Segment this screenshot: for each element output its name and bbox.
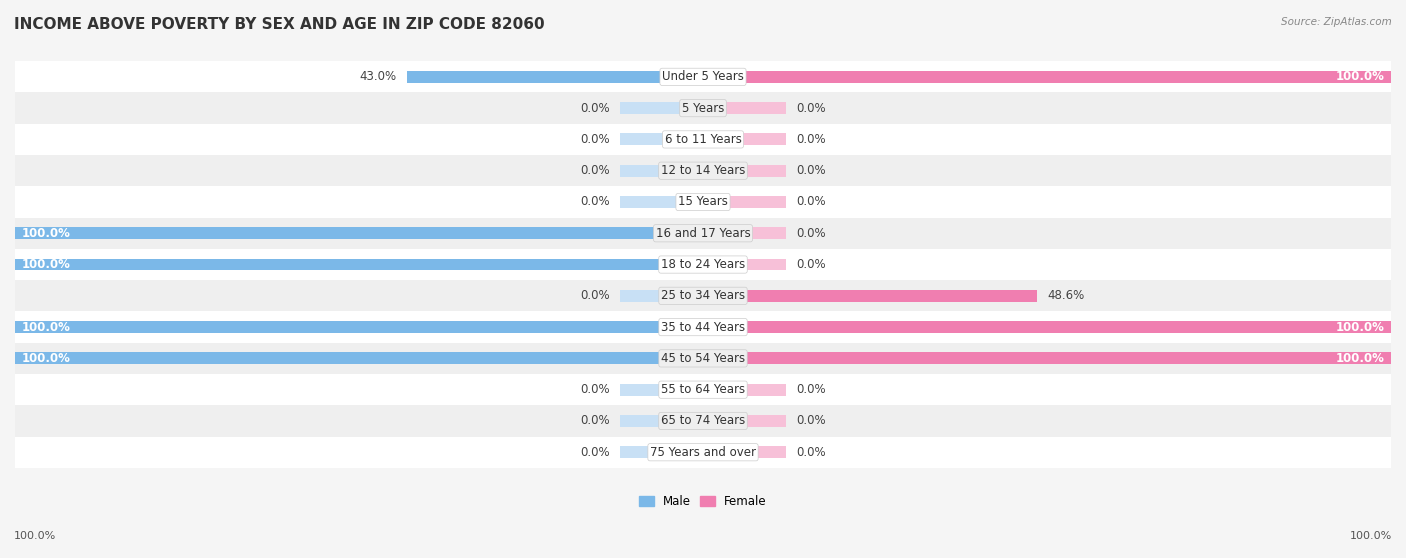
- Text: 5 Years: 5 Years: [682, 102, 724, 114]
- Text: 0.0%: 0.0%: [796, 383, 825, 396]
- Bar: [703, 71, 1391, 83]
- Bar: [15, 280, 1391, 311]
- Bar: [620, 71, 703, 83]
- Bar: [15, 186, 1391, 218]
- Bar: [620, 384, 703, 396]
- Bar: [620, 133, 703, 145]
- Bar: [620, 415, 703, 427]
- Bar: [15, 227, 703, 239]
- Text: 100.0%: 100.0%: [1336, 352, 1384, 365]
- Text: 0.0%: 0.0%: [581, 415, 610, 427]
- Text: INCOME ABOVE POVERTY BY SEX AND AGE IN ZIP CODE 82060: INCOME ABOVE POVERTY BY SEX AND AGE IN Z…: [14, 17, 544, 32]
- Bar: [620, 353, 703, 364]
- Bar: [620, 196, 703, 208]
- Text: 100.0%: 100.0%: [1336, 321, 1384, 334]
- Text: 0.0%: 0.0%: [796, 415, 825, 427]
- Bar: [15, 61, 1391, 93]
- Bar: [620, 446, 703, 458]
- Bar: [703, 321, 1391, 333]
- Bar: [703, 133, 786, 145]
- Text: 100.0%: 100.0%: [22, 321, 70, 334]
- Bar: [15, 249, 1391, 280]
- Bar: [703, 384, 786, 396]
- Text: 0.0%: 0.0%: [581, 195, 610, 209]
- Bar: [620, 290, 703, 302]
- Text: 0.0%: 0.0%: [796, 258, 825, 271]
- Text: 65 to 74 Years: 65 to 74 Years: [661, 415, 745, 427]
- Bar: [15, 124, 1391, 155]
- Text: 45 to 54 Years: 45 to 54 Years: [661, 352, 745, 365]
- Text: 12 to 14 Years: 12 to 14 Years: [661, 164, 745, 177]
- Text: 25 to 34 Years: 25 to 34 Years: [661, 290, 745, 302]
- Text: 100.0%: 100.0%: [14, 531, 56, 541]
- Bar: [703, 415, 786, 427]
- Bar: [15, 353, 703, 364]
- Text: Under 5 Years: Under 5 Years: [662, 70, 744, 83]
- Bar: [703, 102, 786, 114]
- Text: 0.0%: 0.0%: [796, 102, 825, 114]
- Text: 0.0%: 0.0%: [581, 446, 610, 459]
- Bar: [15, 405, 1391, 436]
- Text: 15 Years: 15 Years: [678, 195, 728, 209]
- Bar: [15, 218, 1391, 249]
- Text: 0.0%: 0.0%: [796, 195, 825, 209]
- Text: 16 and 17 Years: 16 and 17 Years: [655, 227, 751, 240]
- Bar: [703, 258, 786, 271]
- Text: 0.0%: 0.0%: [581, 383, 610, 396]
- Bar: [620, 321, 703, 333]
- Bar: [15, 374, 1391, 405]
- Text: 0.0%: 0.0%: [581, 102, 610, 114]
- Text: 75 Years and over: 75 Years and over: [650, 446, 756, 459]
- Text: 0.0%: 0.0%: [581, 290, 610, 302]
- Bar: [703, 196, 786, 208]
- Text: Source: ZipAtlas.com: Source: ZipAtlas.com: [1281, 17, 1392, 27]
- Text: 0.0%: 0.0%: [581, 164, 610, 177]
- Bar: [703, 290, 1038, 302]
- Bar: [703, 165, 786, 177]
- Text: 18 to 24 Years: 18 to 24 Years: [661, 258, 745, 271]
- Bar: [703, 446, 786, 458]
- Bar: [15, 321, 703, 333]
- Text: 0.0%: 0.0%: [796, 164, 825, 177]
- Legend: Male, Female: Male, Female: [634, 490, 772, 513]
- Text: 0.0%: 0.0%: [796, 227, 825, 240]
- Bar: [15, 258, 703, 271]
- Bar: [408, 71, 703, 83]
- Bar: [620, 258, 703, 271]
- Bar: [703, 227, 786, 239]
- Bar: [703, 353, 786, 364]
- Bar: [620, 165, 703, 177]
- Text: 100.0%: 100.0%: [22, 227, 70, 240]
- Bar: [15, 436, 1391, 468]
- Text: 55 to 64 Years: 55 to 64 Years: [661, 383, 745, 396]
- Text: 48.6%: 48.6%: [1047, 290, 1085, 302]
- Text: 100.0%: 100.0%: [1336, 70, 1384, 83]
- Bar: [15, 343, 1391, 374]
- Text: 0.0%: 0.0%: [796, 133, 825, 146]
- Text: 100.0%: 100.0%: [22, 258, 70, 271]
- Text: 35 to 44 Years: 35 to 44 Years: [661, 321, 745, 334]
- Bar: [620, 102, 703, 114]
- Text: 0.0%: 0.0%: [581, 133, 610, 146]
- Bar: [703, 71, 786, 83]
- Bar: [15, 311, 1391, 343]
- Text: 6 to 11 Years: 6 to 11 Years: [665, 133, 741, 146]
- Text: 0.0%: 0.0%: [796, 446, 825, 459]
- Bar: [15, 155, 1391, 186]
- Bar: [703, 321, 786, 333]
- Text: 100.0%: 100.0%: [22, 352, 70, 365]
- Bar: [620, 227, 703, 239]
- Text: 100.0%: 100.0%: [1350, 531, 1392, 541]
- Bar: [703, 353, 1391, 364]
- Bar: [703, 290, 786, 302]
- Bar: [15, 93, 1391, 124]
- Text: 43.0%: 43.0%: [360, 70, 396, 83]
